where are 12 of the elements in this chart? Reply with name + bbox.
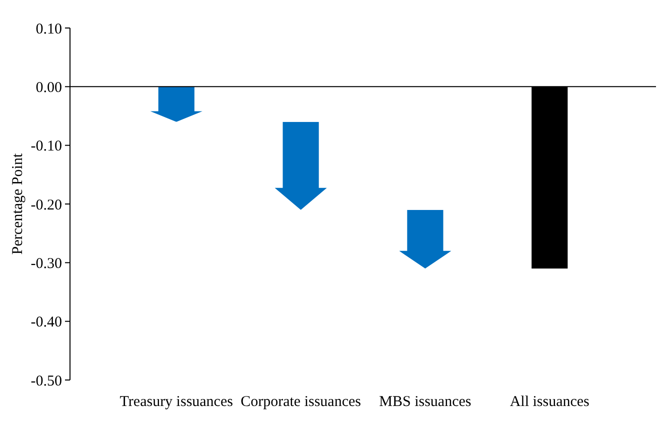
y-tick-label: 0.00 — [36, 80, 62, 96]
y-tick-label: -0.10 — [30, 138, 62, 155]
x-tick-label: Treasury issuances — [120, 394, 234, 410]
y-tick-label: 0.10 — [36, 21, 62, 38]
x-tick-label: Corporate issuances — [240, 394, 362, 410]
y-tick-label: -0.30 — [30, 256, 62, 272]
x-tick-label: All issuances — [510, 394, 590, 410]
y-tick-label: -0.40 — [30, 314, 62, 331]
x-tick-label: MBS issuances — [379, 394, 472, 410]
y-tick-label: -0.20 — [30, 197, 62, 214]
y-tick-label: -0.50 — [30, 373, 62, 390]
y-axis-title: Percentage Point — [10, 152, 26, 255]
